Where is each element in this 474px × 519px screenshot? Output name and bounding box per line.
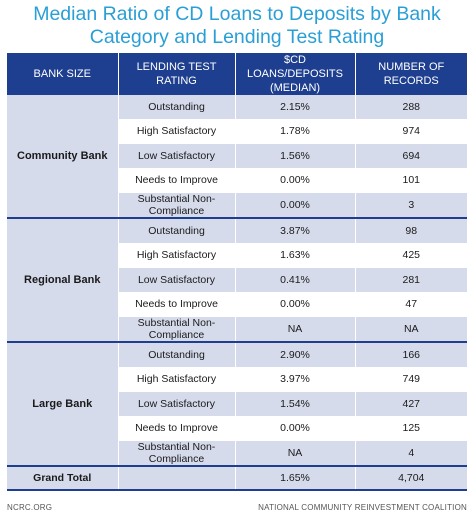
median-cell: 2.15% [235,95,356,120]
rating-cell: High Satisfactory [118,367,236,392]
median-cell: 1.56% [235,143,356,169]
table-body: Community Bank Outstanding 2.15% 288 High Sa… [7,95,467,491]
table-row: Substantial Non-Compliance NA 4 [7,440,467,467]
footer-source: NCRC.ORG [7,503,53,512]
grand-total-blank [118,466,236,491]
rating-cell: Low Satisfactory [118,143,236,169]
column-header-lending-test-rating: LENDING TEST RATING [118,53,236,95]
median-cell: 1.54% [235,391,356,417]
rating-cell: Substantial Non-Compliance [118,440,236,467]
table-row: Low Satisfactory 1.54% 427 [7,391,467,417]
grand-total-records: 4,704 [355,466,467,491]
table-row: High Satisfactory 1.78% 974 [7,119,467,144]
table-row: High Satisfactory 1.63% 425 [7,243,467,268]
rating-cell: Outstanding [118,342,236,368]
median-cell: 0.41% [235,267,356,293]
table-row: Low Satisfactory 0.41% 281 [7,267,467,293]
data-table: BANK SIZE LENDING TEST RATING $CD LOANS/… [7,53,467,491]
table-row: Needs to Improve 0.00% 125 [7,416,467,441]
rating-cell: Low Satisfactory [118,391,236,417]
rating-cell: High Satisfactory [118,243,236,268]
records-cell: 427 [355,391,467,417]
bank-size-cell: Community Bank [7,95,119,219]
records-cell: 3 [355,192,467,219]
records-cell: 125 [355,416,467,441]
records-cell: 749 [355,367,467,392]
rating-cell: Substantial Non-Compliance [118,316,236,343]
median-cell: NA [235,316,356,343]
table-row: Substantial Non-Compliance 0.00% 3 [7,192,467,219]
rating-cell: Outstanding [118,218,236,244]
footer-organization: NATIONAL COMMUNITY REINVESTMENT COALITIO… [258,503,467,512]
bank-size-cell: Regional Bank [7,218,119,343]
grand-total-median: 1.65% [235,466,356,491]
table-row: Substantial Non-Compliance NA NA [7,316,467,343]
records-cell: 425 [355,243,467,268]
records-cell: 974 [355,119,467,144]
records-cell: 98 [355,218,467,244]
median-cell: 0.00% [235,292,356,317]
table-row: Needs to Improve 0.00% 47 [7,292,467,317]
column-header-median: $CD LOANS/DEPOSITS (MEDIAN) [235,53,356,95]
median-cell: 3.97% [235,367,356,392]
median-cell: 0.00% [235,416,356,441]
header-row: BANK SIZE LENDING TEST RATING $CD LOANS/… [7,53,467,95]
rating-cell: Substantial Non-Compliance [118,192,236,219]
table-row: High Satisfactory 3.97% 749 [7,367,467,392]
median-cell: 2.90% [235,342,356,368]
records-cell: NA [355,316,467,343]
grand-total-label: Grand Total [7,466,119,491]
rating-cell: Needs to Improve [118,416,236,441]
grand-total-row: Grand Total 1.65% 4,704 [7,466,467,491]
table-row: Low Satisfactory 1.56% 694 [7,143,467,169]
table-row: Regional Bank Outstanding 3.87% 98 [7,218,467,343]
records-cell: 694 [355,143,467,169]
column-header-records: NUMBER OF RECORDS [355,53,467,95]
column-header-bank-size: BANK SIZE [7,53,119,95]
median-cell: 1.63% [235,243,356,268]
table-row: Large Bank Outstanding 2.90% 166 [7,342,467,467]
rating-cell: High Satisfactory [118,119,236,144]
records-cell: 166 [355,342,467,368]
median-cell: 0.00% [235,168,356,193]
median-cell: NA [235,440,356,467]
chart-title: Median Ratio of CD Loans to Deposits by … [33,3,441,48]
rating-cell: Needs to Improve [118,292,236,317]
footer: NCRC.ORG NATIONAL COMMUNITY REINVESTMENT… [7,503,467,512]
median-cell: 1.78% [235,119,356,144]
median-cell: 3.87% [235,218,356,244]
records-cell: 47 [355,292,467,317]
median-cell: 0.00% [235,192,356,219]
records-cell: 101 [355,168,467,193]
table-row: Community Bank Outstanding 2.15% 288 [7,95,467,219]
rating-cell: Low Satisfactory [118,267,236,293]
rating-cell: Needs to Improve [118,168,236,193]
table-row: Needs to Improve 0.00% 101 [7,168,467,193]
bank-size-cell: Large Bank [7,342,119,467]
records-cell: 288 [355,95,467,120]
records-cell: 4 [355,440,467,467]
records-cell: 281 [355,267,467,293]
rating-cell: Outstanding [118,95,236,120]
